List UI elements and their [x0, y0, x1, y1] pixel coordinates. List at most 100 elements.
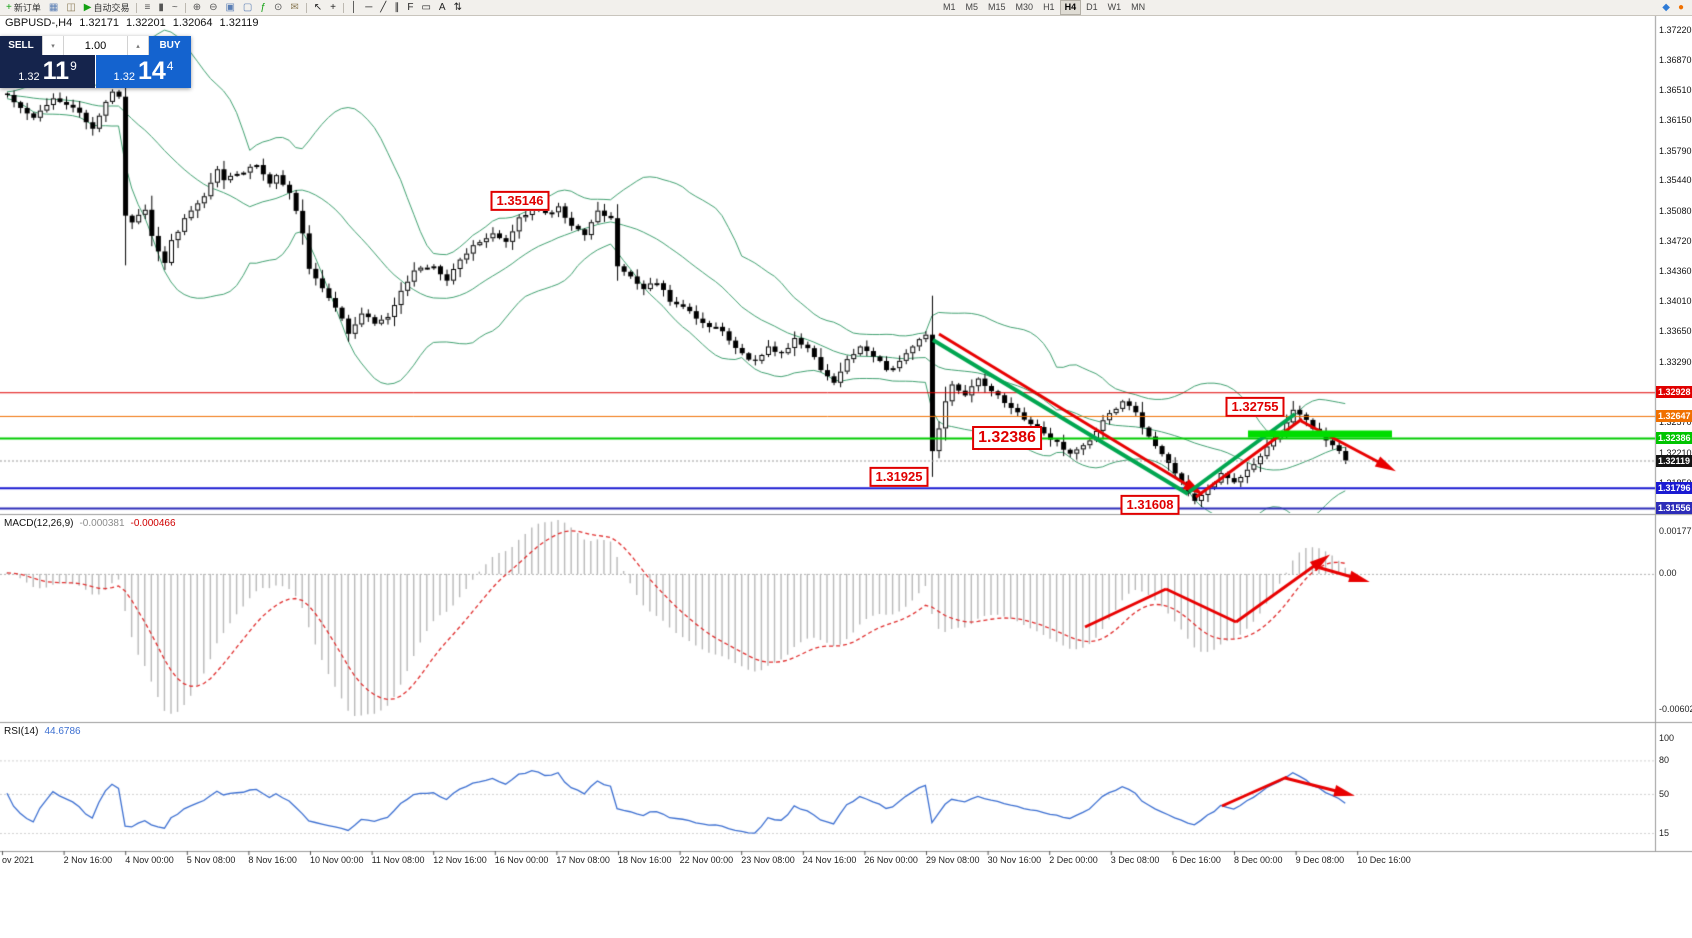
sell-price-button[interactable]: 1.32 11 9 [0, 55, 95, 88]
toolbar-separator [342, 2, 344, 13]
time-axis-label: 26 Nov 00:00 [864, 855, 918, 865]
time-axis-label: 23 Nov 08:00 [741, 855, 795, 865]
time-axis-label: 10 Dec 16:00 [1357, 855, 1411, 865]
rsi-scale-100: 100 [1659, 733, 1675, 744]
timeframe-mn-button[interactable]: MN [1131, 2, 1146, 12]
shapes-icon: ▭ [421, 2, 431, 13]
autotrading-button[interactable]: ▶ 自动交易 [81, 1, 133, 14]
price-annotation: 1.35146 [490, 190, 550, 212]
templates-button[interactable]: ✉ [287, 1, 301, 14]
autotrading-button-label: 自动交易 [93, 3, 130, 13]
timeframe-h4-button[interactable]: H4 [1059, 0, 1082, 15]
volume-input[interactable]: 1.00 [64, 36, 127, 55]
trendline-icon: ╱ [380, 2, 387, 13]
community-icon: ◆ [1662, 2, 1670, 13]
price-scale-tick: 1.34720 [1659, 235, 1692, 246]
time-axis-label: 9 Dec 08:00 [1295, 855, 1345, 865]
toolbar-separator [136, 2, 138, 13]
candles-chart-button[interactable]: ▮ [155, 1, 167, 14]
price-scale-tick: 1.32570 [1659, 417, 1692, 428]
timeframe-d1-button[interactable]: D1 [1086, 2, 1098, 12]
price-tag: 1.32386 [1656, 431, 1692, 444]
indicators-button[interactable]: ƒ [257, 1, 269, 14]
cursor-button[interactable]: ↖ [311, 1, 325, 14]
shapes-button[interactable]: ▭ [418, 1, 433, 14]
price-scale-tick: 1.36150 [1659, 115, 1692, 126]
chart-window-icon: ▦ [48, 2, 59, 13]
buy-button[interactable]: BUY [149, 36, 191, 55]
buy-price-base: 1.32 [113, 71, 135, 83]
volume-increase-button[interactable]: ▴ [127, 36, 149, 55]
zoom-in-button[interactable]: ⊕ [190, 1, 204, 14]
timeframe-m30-button[interactable]: M30 [1015, 2, 1034, 12]
profiles-icon[interactable]: ◫ [63, 1, 78, 14]
arrows-icon: ⇅ [453, 2, 462, 13]
new-order-icon: + [6, 2, 12, 13]
price-annotation: 1.31925 [869, 466, 929, 488]
price-tag: 1.31796 [1656, 481, 1692, 494]
volume-decrease-button[interactable]: ▾ [42, 36, 64, 55]
price-annotation: 1.31608 [1120, 494, 1180, 516]
timeframe-w1-button[interactable]: W1 [1107, 2, 1122, 12]
low-value: 1.32064 [172, 17, 213, 29]
cursor-icon: ↖ [313, 2, 323, 13]
price-scale-tick: 1.33290 [1659, 356, 1692, 367]
zoom-out-button[interactable]: ⊖ [206, 1, 220, 14]
caret-down-icon: ▾ [51, 42, 55, 50]
time-axis-label: 6 Dec 16:00 [1172, 855, 1221, 865]
candles-chart-icon: ▮ [158, 2, 164, 13]
timeframe-m1-button[interactable]: M1 [943, 2, 956, 12]
macd-scale-zero: 0.00 [1659, 567, 1677, 578]
timeframe-m15-button[interactable]: M15 [988, 2, 1006, 12]
one-click-trading-panel: SELL ▾ 1.00 ▴ BUY 1.32 11 9 1.32 14 4 [0, 36, 191, 88]
sell-price-base: 1.32 [18, 71, 40, 83]
timeframe-h1-button[interactable]: H1 [1043, 2, 1055, 12]
periods-menu-button[interactable]: ⊙ [271, 1, 285, 14]
fibonacci-button[interactable]: F [404, 1, 416, 14]
price-scale-tick: 1.34360 [1659, 266, 1692, 277]
vertical-line-button[interactable]: │ [348, 1, 360, 14]
chart-window-icon[interactable]: ▦ [46, 1, 61, 14]
new-chart-button[interactable]: ▢ [240, 1, 255, 14]
channel-button[interactable]: ∥ [391, 1, 402, 14]
notifications-button[interactable]: ● [1675, 1, 1687, 14]
time-axis-label: 29 Nov 08:00 [926, 855, 980, 865]
notifications-icon: ● [1677, 2, 1684, 13]
close-value: 1.32119 [219, 17, 259, 29]
time-axis-label: 17 Nov 08:00 [556, 855, 610, 865]
crosshair-button[interactable]: + [327, 1, 339, 14]
time-axis-label: 8 Nov 16:00 [248, 855, 297, 865]
profiles-icon: ◫ [66, 2, 76, 13]
buy-price-button[interactable]: 1.32 14 4 [96, 55, 191, 88]
timeframe-m5-button[interactable]: M5 [965, 2, 979, 12]
price-scale-tick: 1.32210 [1659, 447, 1692, 458]
rsi-value: 44.6786 [44, 726, 81, 737]
sell-button[interactable]: SELL [0, 36, 42, 55]
rsi-scale-50: 50 [1659, 788, 1670, 799]
toolbar-left-group: + 新订单 ▦ ◫ ▶ 自动交易 ≡ ▮ ~ ⊕ ⊖ ▣ ▢ ƒ ⊙ ✉ ↖ + │ ─ ╱ ∥ F ▭ A ⇅ [2, 1, 466, 14]
new-order-button-label: 新订单 [13, 3, 41, 13]
price-scale-tick: 1.36510 [1659, 84, 1692, 95]
time-axis-label: 18 Nov 16:00 [618, 855, 672, 865]
tile-windows-button[interactable]: ▣ [222, 1, 237, 14]
macd-scale-max: 0.001777 [1659, 526, 1692, 536]
buy-price-sup: 4 [166, 59, 174, 73]
time-axis-label: 10 Nov 00:00 [310, 855, 364, 865]
time-axis-label: 11 Nov 08:00 [371, 855, 425, 865]
trendline-button[interactable]: ╱ [377, 1, 389, 14]
trade-panel-prices: 1.32 11 9 1.32 14 4 [0, 55, 191, 88]
bars-chart-button[interactable]: ≡ [141, 1, 153, 14]
time-axis-label: 2 Nov 16:00 [63, 855, 113, 865]
macd-name: MACD(12,26,9) [4, 518, 74, 529]
horizontal-line-button[interactable]: ─ [362, 1, 375, 14]
community-button[interactable]: ◆ [1659, 1, 1673, 14]
price-scale-tick: 1.37220 [1659, 25, 1692, 35]
new-order-button[interactable]: + 新订单 [3, 1, 44, 14]
toolbar-separator [305, 2, 307, 13]
line-chart-icon: ~ [171, 2, 178, 13]
text-button[interactable]: A [436, 1, 449, 14]
line-chart-button[interactable]: ~ [169, 1, 181, 14]
arrows-button[interactable]: ⇅ [451, 1, 465, 14]
